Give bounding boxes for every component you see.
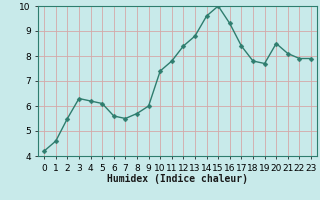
X-axis label: Humidex (Indice chaleur): Humidex (Indice chaleur) — [107, 174, 248, 184]
